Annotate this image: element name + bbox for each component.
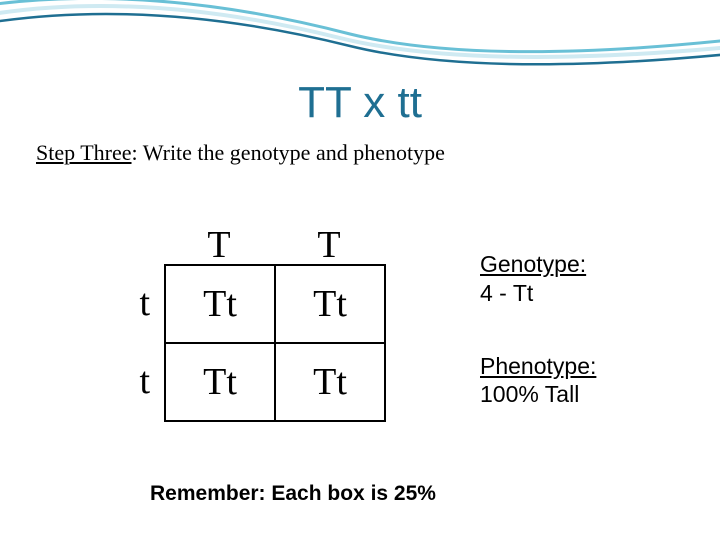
- col-label-0: T: [164, 226, 274, 264]
- slide: TT x tt Step Three: Write the genotype a…: [0, 0, 720, 540]
- punnett-grid: Tt Tt Tt Tt: [164, 264, 386, 422]
- cell-0-1: Tt: [275, 265, 385, 343]
- col-label-1: T: [274, 226, 384, 264]
- genotype-value: 4 - Tt: [480, 279, 670, 308]
- row-label-1: t: [130, 342, 158, 420]
- swoosh-fill: [0, 4, 720, 59]
- swoosh-line-light: [0, 0, 720, 52]
- annotations: Genotype: 4 - Tt Phenotype: 100% Tall: [480, 250, 670, 453]
- subtitle-step: Step Three: [36, 140, 132, 165]
- remember-note: Remember: Each box is 25%: [150, 482, 436, 506]
- genotype-label: Genotype:: [480, 250, 670, 279]
- swoosh-line-dark: [0, 14, 720, 64]
- cell-0-0: Tt: [165, 265, 275, 343]
- row-label-0: t: [130, 264, 158, 342]
- cell-1-0: Tt: [165, 343, 275, 421]
- punnett-square: T T t t Tt Tt Tt Tt: [130, 226, 386, 422]
- swoosh-decoration: [0, 0, 720, 90]
- phenotype-value: 100% Tall: [480, 380, 670, 409]
- phenotype-block: Phenotype: 100% Tall: [480, 352, 670, 410]
- cell-1-1: Tt: [275, 343, 385, 421]
- slide-subtitle: Step Three: Write the genotype and pheno…: [36, 140, 445, 166]
- phenotype-label: Phenotype:: [480, 352, 670, 381]
- genotype-block: Genotype: 4 - Tt: [480, 250, 670, 308]
- subtitle-rest: : Write the genotype and phenotype: [132, 140, 445, 165]
- slide-title: TT x tt: [0, 78, 720, 128]
